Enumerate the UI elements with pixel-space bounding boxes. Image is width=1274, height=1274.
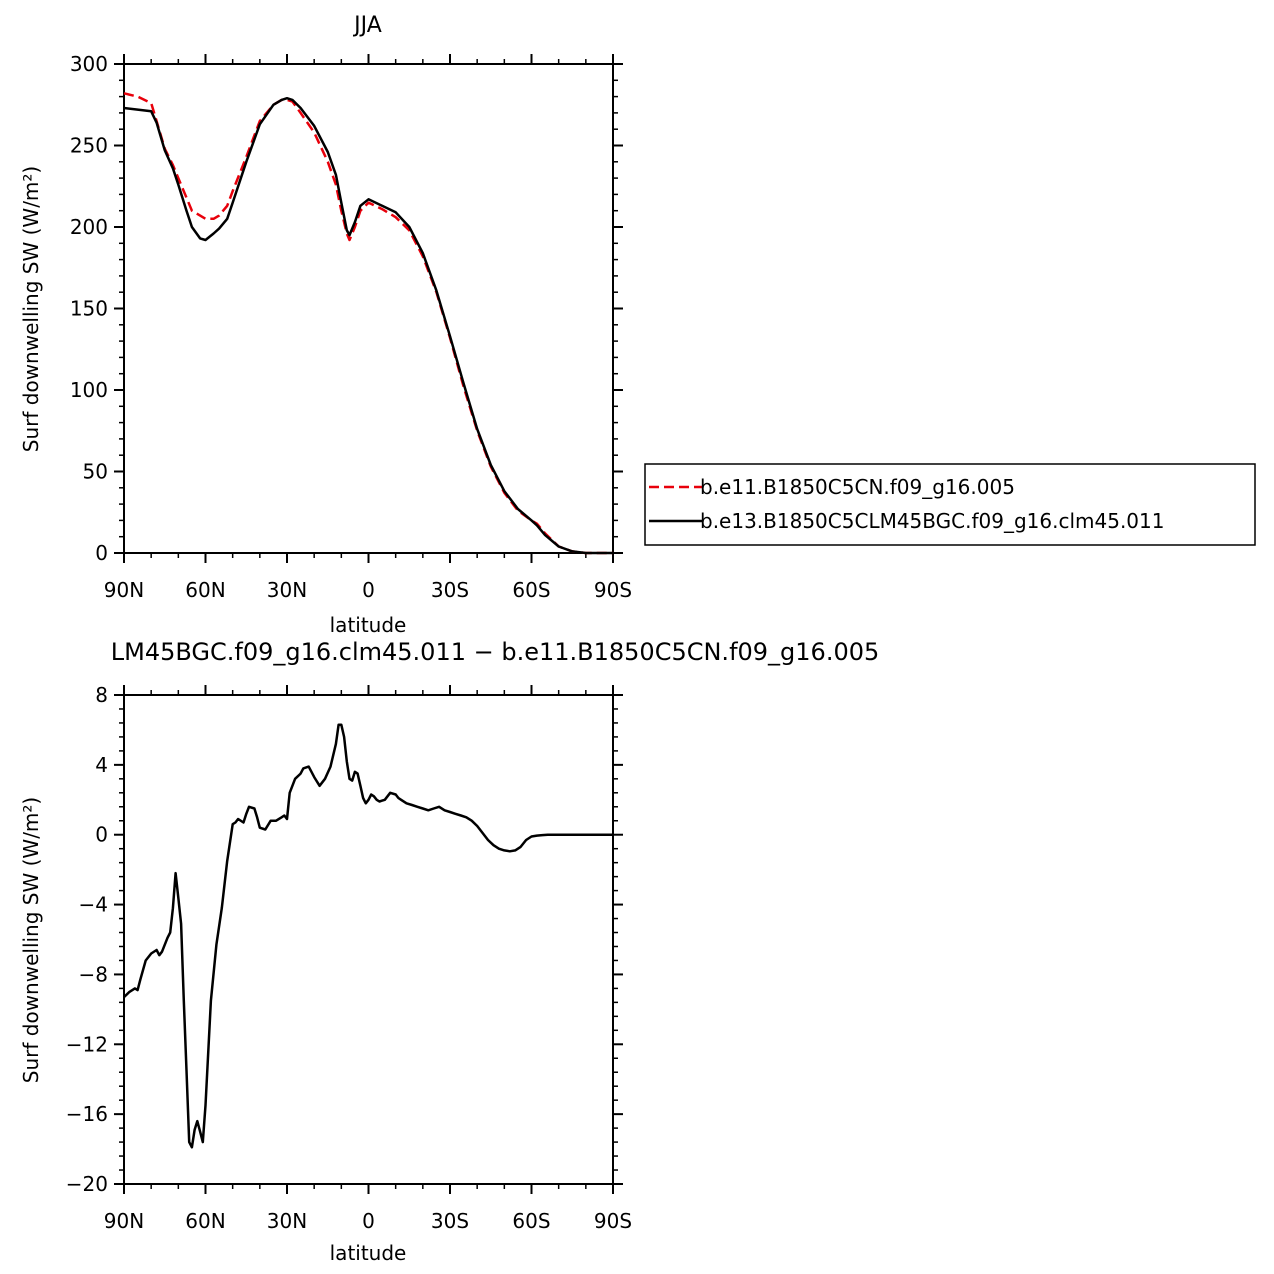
x-tick-label: 90N [104, 1209, 144, 1233]
x-tick-label: 0 [362, 1209, 375, 1233]
y-tick-label: 150 [70, 297, 108, 321]
chart-bottom: LM45BGC.f09_g16.clm45.011 − b.e11.B1850C… [19, 638, 879, 1265]
y-tick-label: 0 [95, 541, 108, 565]
x-tick-label: 60S [512, 578, 550, 602]
series-line-1 [123, 92, 613, 555]
x-tick-label: 30N [267, 1209, 307, 1233]
y-tick-label: −8 [79, 962, 108, 986]
series-line-2 [123, 96, 613, 555]
legend-label-series-2: b.e13.B1850C5CLM45BGC.f09_g16.clm45.011 [700, 509, 1164, 533]
y-axis-label: Surf downwelling SW (W/m²) [19, 166, 43, 452]
legend-box [644, 463, 1256, 546]
plot-frame [123, 63, 614, 554]
plot-frame [123, 694, 614, 1185]
x-tick-label: 60S [512, 1209, 550, 1233]
legend-label-series-1: b.e11.B1850C5CN.f09_g16.005 [700, 475, 1015, 499]
x-axis-label: latitude [330, 1241, 407, 1265]
y-tick-label: 50 [83, 460, 108, 484]
x-tick-label: 60N [185, 1209, 225, 1233]
chart-top: JJA Surf downwelling SW (W/m²) latitude … [19, 13, 632, 637]
y-axis-label: Surf downwelling SW (W/m²) [19, 797, 43, 1083]
x-tick-label: 90N [104, 578, 144, 602]
y-tick-label: −4 [79, 893, 108, 917]
y-tick-label: 250 [70, 134, 108, 158]
x-tick-label: 30S [431, 1209, 469, 1233]
y-tick-label: 4 [95, 753, 108, 777]
x-tick-label: 30S [431, 578, 469, 602]
y-tick-label: −12 [66, 1032, 108, 1056]
y-tick-label: −20 [66, 1172, 108, 1196]
y-tick-label: 200 [70, 215, 108, 239]
series-line-1 [123, 723, 613, 1149]
legend: b.e11.B1850C5CN.f09_g16.005 b.e13.B1850C… [644, 463, 1256, 546]
y-tick-label: 0 [95, 823, 108, 847]
y-tick-label: 100 [70, 378, 108, 402]
x-tick-label: 90S [594, 1209, 632, 1233]
x-tick-label: 90S [594, 578, 632, 602]
x-axis-label: latitude [330, 613, 407, 637]
x-tick-label: 60N [185, 578, 225, 602]
x-tick-label: 0 [362, 578, 375, 602]
chart-title: LM45BGC.f09_g16.clm45.011 − b.e11.B1850C… [111, 638, 880, 666]
y-tick-label: 8 [95, 683, 108, 707]
x-tick-label: 30N [267, 578, 307, 602]
chart-title: JJA [352, 13, 382, 38]
y-tick-label: 300 [70, 52, 108, 76]
y-tick-label: −16 [66, 1102, 108, 1126]
